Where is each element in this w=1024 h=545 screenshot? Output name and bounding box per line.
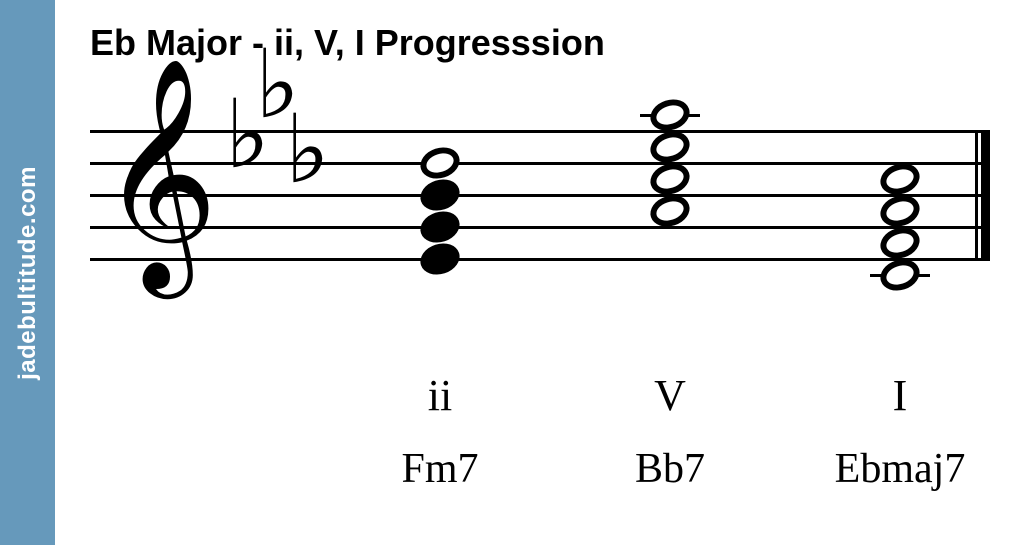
key-signature-flat-icon: ♭ <box>285 103 330 198</box>
staff-line <box>90 226 990 229</box>
treble-clef-icon: 𝄞 <box>100 75 218 275</box>
music-staff: 𝄞 ♭♭♭ <box>90 130 990 350</box>
watermark-sidebar: jadebultitude.com <box>0 0 55 545</box>
staff-line <box>90 194 990 197</box>
notehead <box>416 239 463 280</box>
page-title: Eb Major - ii, V, I Progresssion <box>90 22 605 64</box>
roman-numeral: I <box>893 370 908 421</box>
roman-numeral: V <box>654 370 686 421</box>
watermark-text: jadebultitude.com <box>14 166 42 380</box>
notehead <box>416 207 463 248</box>
chord-name: Ebmaj7 <box>835 445 966 493</box>
chord-name: Fm7 <box>401 445 478 493</box>
roman-numeral: ii <box>428 370 452 421</box>
notehead <box>416 175 463 216</box>
chord-name: Bb7 <box>635 445 705 493</box>
staff-line <box>90 258 990 261</box>
notehead <box>416 143 463 184</box>
